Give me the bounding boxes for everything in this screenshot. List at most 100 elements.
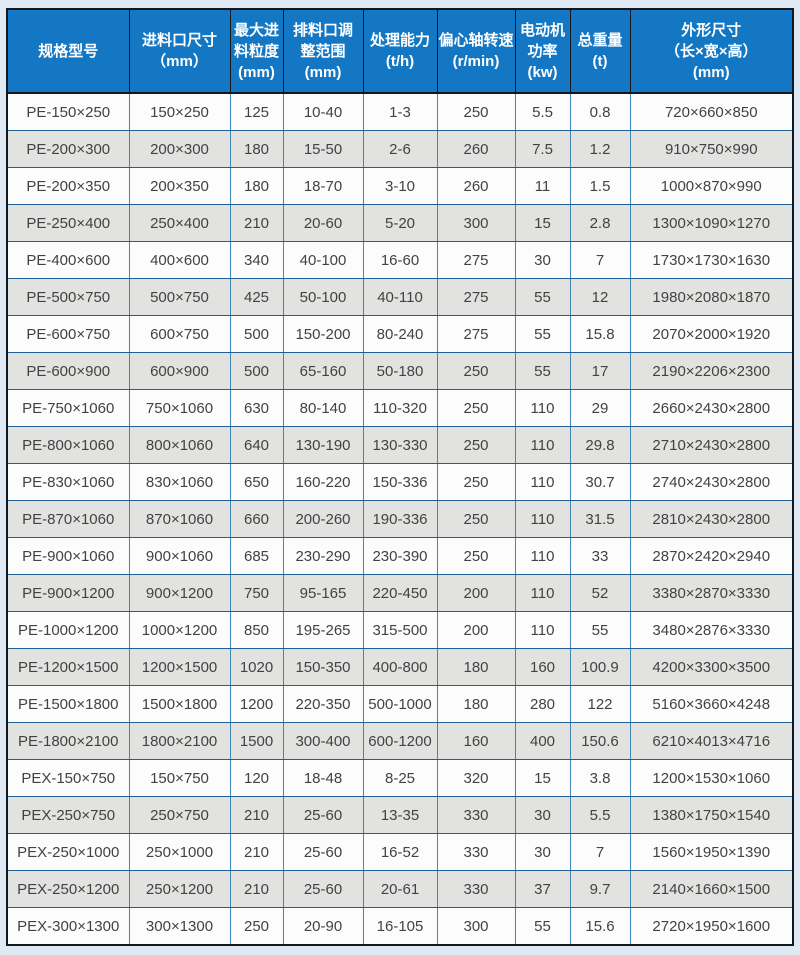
cell: 3.8	[569, 759, 631, 797]
cell: PE-1800×2100	[6, 722, 130, 760]
cell: 13-35	[362, 796, 438, 834]
cell: 230-390	[362, 537, 438, 575]
column-header-2: 进料口尺寸 （mm）	[128, 8, 231, 94]
cell: 130-330	[362, 426, 438, 464]
table-row: PEX-250×1200 250×1200 210 25-60 20-61 330 37 9.…	[6, 870, 794, 908]
cell: 640	[229, 426, 284, 464]
cell: 2740×2430×2800	[629, 463, 794, 501]
table-row: PE-200×300 200×300 180 15-50 2-6 260 7.5 1.2 910…	[6, 130, 794, 168]
cell: 250	[436, 426, 516, 464]
cell: 250×400	[128, 204, 231, 242]
cell: 330	[436, 833, 516, 871]
cell: 40-110	[362, 278, 438, 316]
cell: 200	[436, 611, 516, 649]
table-row: PE-830×1060 830×1060 650 160-220 150-336 250 1…	[6, 463, 794, 501]
cell: 1980×2080×1870	[629, 278, 794, 316]
table-row: PE-600×750 600×750 500 150-200 80-240 275 55 15…	[6, 315, 794, 353]
cell: 29.8	[569, 426, 631, 464]
cell: 330	[436, 870, 516, 908]
cell: 125	[229, 92, 284, 131]
cell: 870×1060	[128, 500, 231, 538]
cell: 9.7	[569, 870, 631, 908]
column-header-3: 最大进 料粒度 (mm)	[229, 8, 284, 94]
cell: 80-140	[282, 389, 364, 427]
cell: 52	[569, 574, 631, 612]
cell: 150×750	[128, 759, 231, 797]
cell: 1500×1800	[128, 685, 231, 723]
cell: 660	[229, 500, 284, 538]
cell: 16-105	[362, 907, 438, 946]
cell: 850	[229, 611, 284, 649]
cell: 110	[514, 537, 571, 575]
cell: 1200×1530×1060	[629, 759, 794, 797]
cell: 250	[229, 907, 284, 946]
cell: 2660×2430×2800	[629, 389, 794, 427]
table-row: PE-400×600 400×600 340 40-100 16-60 275 30 7 173…	[6, 241, 794, 279]
cell: 830×1060	[128, 463, 231, 501]
cell: 3480×2876×3330	[629, 611, 794, 649]
cell: 300	[436, 907, 516, 946]
cell: 400-800	[362, 648, 438, 686]
cell: 210	[229, 204, 284, 242]
cell: PE-600×900	[6, 352, 130, 390]
cell: 65-160	[282, 352, 364, 390]
table-row: PE-500×750 500×750 425 50-100 40-110 275 55 12 1…	[6, 278, 794, 316]
column-header-4: 排料口调 整范围 (mm)	[282, 8, 364, 94]
cell: 210	[229, 870, 284, 908]
table-body: PE-150×250 150×250 125 10-40 1-3 250 5.5 0.8 720…	[6, 92, 794, 946]
table-row: PE-1800×2100 1800×2100 1500 300-400 600-1200…	[6, 722, 794, 760]
cell: 110-320	[362, 389, 438, 427]
cell: 160	[436, 722, 516, 760]
cell: 1200	[229, 685, 284, 723]
cell: 30	[514, 833, 571, 871]
cell: 1300×1090×1270	[629, 204, 794, 242]
cell: PE-900×1060	[6, 537, 130, 575]
cell: 55	[514, 352, 571, 390]
cell: 2810×2430×2800	[629, 500, 794, 538]
cell: 110	[514, 500, 571, 538]
cell: 1000×870×990	[629, 167, 794, 205]
cell: 500	[229, 315, 284, 353]
cell: 18-70	[282, 167, 364, 205]
cell: 200	[436, 574, 516, 612]
cell: 29	[569, 389, 631, 427]
cell: 275	[436, 315, 516, 353]
cell: 110	[514, 463, 571, 501]
cell: 600×750	[128, 315, 231, 353]
cell: 55	[569, 611, 631, 649]
cell: 5-20	[362, 204, 438, 242]
cell: 17	[569, 352, 631, 390]
cell: 210	[229, 796, 284, 834]
table-row: PE-200×350 200×350 180 18-70 3-10 260 11 1.5 100…	[6, 167, 794, 205]
cell: 630	[229, 389, 284, 427]
cell: 330	[436, 796, 516, 834]
cell: 20-60	[282, 204, 364, 242]
cell: PE-200×350	[6, 167, 130, 205]
cell: 250	[436, 352, 516, 390]
cell: 55	[514, 278, 571, 316]
cell: 425	[229, 278, 284, 316]
header-row: 规格型号 进料口尺寸 （mm） 最大进 料粒度 (mm) 排料口调 整范围 (mm) 处…	[6, 8, 794, 94]
cell: 31.5	[569, 500, 631, 538]
cell: 2190×2206×2300	[629, 352, 794, 390]
cell: 150-350	[282, 648, 364, 686]
cell: 3380×2870×3330	[629, 574, 794, 612]
cell: PEX-300×1300	[6, 907, 130, 946]
cell: 315-500	[362, 611, 438, 649]
cell: 300	[436, 204, 516, 242]
cell: 400×600	[128, 241, 231, 279]
cell: 0.8	[569, 92, 631, 131]
column-header-5: 处理能力 (t/h)	[362, 8, 438, 94]
table-row: PE-900×1200 900×1200 750 95-165 220-450 200 11…	[6, 574, 794, 612]
cell: 3-10	[362, 167, 438, 205]
cell: 1560×1950×1390	[629, 833, 794, 871]
cell: PE-500×750	[6, 278, 130, 316]
cell: 2.8	[569, 204, 631, 242]
cell: 2-6	[362, 130, 438, 168]
cell: 120	[229, 759, 284, 797]
table-header: 规格型号 进料口尺寸 （mm） 最大进 料粒度 (mm) 排料口调 整范围 (mm) 处…	[6, 8, 794, 94]
cell: 15-50	[282, 130, 364, 168]
cell: 2870×2420×2940	[629, 537, 794, 575]
cell: 160	[514, 648, 571, 686]
cell: 1500	[229, 722, 284, 760]
